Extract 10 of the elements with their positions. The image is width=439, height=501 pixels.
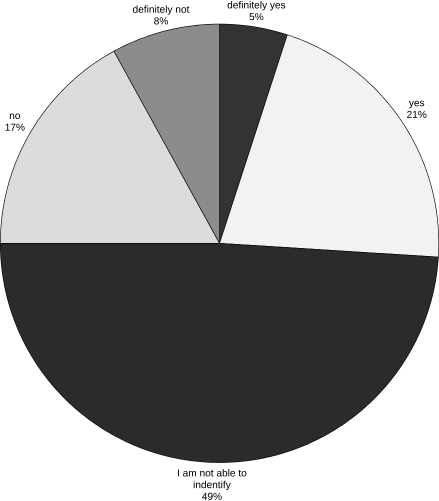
slice-label: yes [408,100,424,108]
data-label: 17% [5,124,25,131]
slice-label: definitely not [132,5,190,15]
data-label: 5% [249,13,264,20]
data-label: 49% [202,492,222,500]
slice-label: no [10,114,20,120]
slice-label: I am not able to indentify [178,469,246,490]
data-label: 8% [154,17,168,24]
slice-label: definitely yes [228,1,286,10]
data-label: 21% [407,110,426,118]
